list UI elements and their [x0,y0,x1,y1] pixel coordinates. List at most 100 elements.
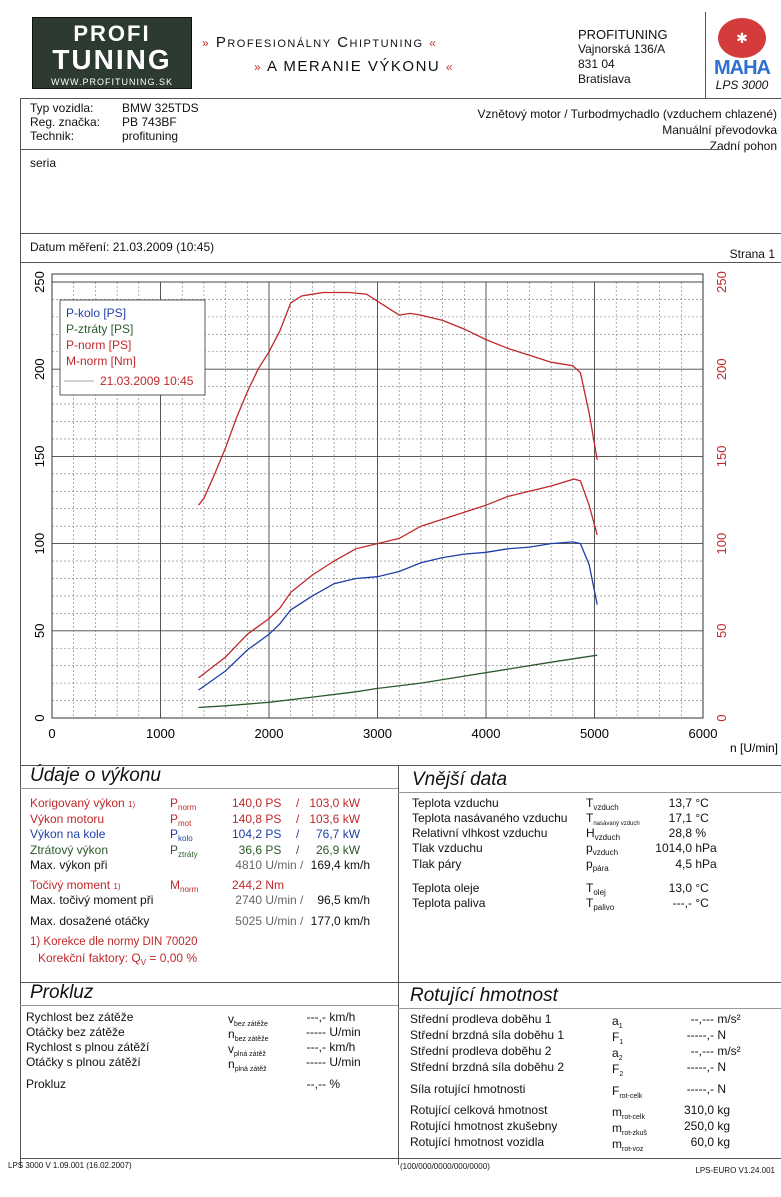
rotating-label: Střední prodleva doběhu 1 [410,1012,552,1026]
rotating-symbol: Frot-celk [612,1084,643,1100]
external-symbol: Tvzduch [586,796,619,812]
slip-title: Prokluz [30,982,94,1003]
y-tick-label-left: 50 [32,624,47,638]
external-symbol: Tnasávaný vzduch [586,811,640,827]
external-value: 13,0 °C [668,881,709,895]
maxrpm-label: Max. dosažené otáčky [30,914,150,928]
slogan-line1: » Profesionálny Chiptuning « [202,34,438,51]
series-line-p-ztráty [198,654,598,709]
y-tick-label-left: 150 [32,446,47,468]
dyno-chart: 0 1000 2000 3000 4000 5000 6000050100150200250… [32,271,778,755]
perf-row: Korigovaný výkon 1) [30,796,136,810]
maxtorque-values: 2740 U/min / 96,5 km/h [235,893,371,907]
perf-symbol: Pztráty [170,842,198,859]
measurement-date: Datum měření: 21.03.2009 (10:45) [30,240,215,254]
x-tick-label: 0 [48,726,55,741]
rotating-value: --,--- m/s² [690,1044,741,1058]
x-axis-label: n [U/min] [730,741,778,755]
legend-entry: M-norm [Nm] [66,354,136,368]
slip-symbol: vplná zátěž [228,1042,266,1058]
rotating-value: 310,0 kg [683,1103,731,1117]
perf-symbol: Pmot [170,811,192,828]
perf-row: Výkon na kole [30,827,106,841]
external-value: 17,1 °C [668,811,709,825]
y-tick-label-left: 100 [32,533,47,555]
perf-values: 104,2 PS/76,7 kW [231,827,361,841]
legend-entry: P-kolo [PS] [66,306,126,320]
external-value: ---,- °C [672,896,709,910]
plot-frame [51,273,704,719]
logo-url: WWW.PROFITUNING.SK [51,77,173,87]
logo-line1: PROFI [73,21,151,46]
maha-logo: ✱ MAHA LPS 3000 [707,18,777,96]
rotating-value: -----,- N [686,1082,727,1096]
x-tick-label: 3000 [363,726,392,741]
x-tick-label: 6000 [689,726,718,741]
maxtorque-label: Max. točivý moment při [30,893,154,907]
perf-values: 140,0 PS/103,0 kW [231,796,361,810]
external-label: Teplota vzduchu [412,796,499,810]
rotating-label: Střední prodleva doběhu 2 [410,1044,552,1058]
rotating-value: 250,0 kg [683,1119,731,1133]
slip-value: ----- U/min [306,1025,361,1039]
y-tick-label-right: 250 [714,271,729,293]
series-line-p-norm [198,478,598,679]
rotating-label: Střední brzdná síla doběhu 1 [410,1028,565,1042]
rotating-label: Střední brzdná síla doběhu 2 [410,1060,565,1074]
company-address: PROFITUNING Vajnorská 136/A 831 04 Bratisla… [578,27,668,86]
slip-label: Otáčky s plnou zátěží [26,1055,141,1069]
external-symbol: Tpalivo [586,896,615,912]
external-label: Teplota oleje [412,881,480,895]
y-tick-label-left: 200 [32,358,47,380]
footer-version: LPS 3000 V 1.09.001 (16.02.2007) [8,1161,132,1170]
perf-symbol: Pnorm [170,796,197,812]
rotating-label: Rotující hmotnost zkušebny [410,1119,558,1133]
rotating-symbol: F2 [612,1062,624,1078]
perf-values: 140,8 PS/103,6 kW [231,811,361,826]
external-symbol: Hvzduch [586,826,621,842]
x-tick-label: 5000 [580,726,609,741]
rotating-value: 60,0 kg [690,1135,731,1149]
rotating-label: Rotující celková hmotnost [410,1103,548,1117]
slip-symbol: vbez zátěže [228,1012,268,1028]
slip-value: ---,- km/h [306,1040,356,1054]
external-label: Tlak vzduchu [412,841,483,855]
y-tick-label-left: 250 [32,271,47,293]
rotating-symbol: mrot-voz [612,1137,644,1153]
series-line-m-norm [197,291,598,506]
legend-entry: P-ztráty [PS] [66,322,133,336]
external-symbol: ppára [586,857,609,873]
rotating-symbol: mrot-celk [612,1105,645,1121]
external-label: Teplota paliva [412,896,486,910]
rotating-title: Rotující hmotnost [410,985,558,1006]
slip-symbol: nplná zátěž [228,1057,267,1073]
series-line-p-kolo [198,541,598,691]
rotating-symbol: F1 [612,1030,624,1046]
maxrpm-values: 5025 U/min / 177,0 km/h [235,914,371,928]
y-tick-label-right: 100 [714,533,729,555]
y-tick-label-right: 200 [714,358,729,380]
external-value: 1014,0 hPa [655,841,717,855]
correction-note: 1) Korekce dle normy DIN 70020 [30,936,198,948]
logo-line2: TUNING [52,44,172,75]
vehicle-specs: Vznětový motor / Turbodmychadlo (vzduche… [477,107,777,153]
y-tick-label-left: 0 [32,714,47,721]
slip-label: Rychlost bez zátěže [26,1010,134,1024]
external-label: Relativní vlhkost vzduchu [412,826,548,840]
profituning-logo: PROFI TUNING WWW.PROFITUNING.SK [32,17,192,89]
slip-value: ----- U/min [306,1055,361,1069]
vehicle-labels: Typ vozidla: Reg. značka: Technik: [30,101,101,143]
slogan-line2: » a meranie výkonu « [254,58,455,75]
footer-euro-version: LPS-EURO V1.24.001 [695,1166,775,1175]
external-label: Teplota nasávaného vzduchu [412,811,568,825]
slip-value: ---,- km/h [306,1010,356,1024]
x-tick-label: 4000 [472,726,501,741]
external-value: 28,8 % [668,826,707,840]
legend-entry: P-norm [PS] [66,338,131,352]
maxpower-label: Max. výkon při [30,858,108,872]
rotating-symbol: mrot-zkuš [612,1121,647,1137]
perf-row: Ztrátový výkon [30,842,109,857]
external-label: Tlak páry [412,857,462,871]
vehicle-values: BMW 325TDS PB 743BF profituning [122,101,199,143]
torque-label: Točivý moment 1) [30,878,121,892]
